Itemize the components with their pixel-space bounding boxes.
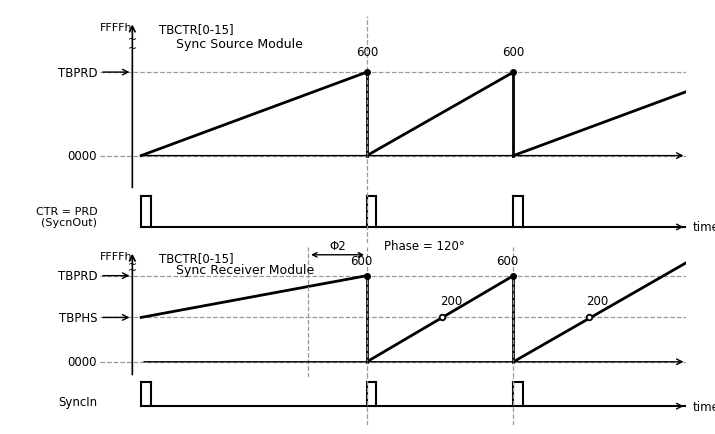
Text: ~: ~	[128, 260, 137, 269]
Text: 600: 600	[350, 254, 372, 267]
Text: CTR = PRD
(SycnOut): CTR = PRD (SycnOut)	[36, 206, 97, 228]
Text: time: time	[692, 221, 715, 234]
Text: SyncIn: SyncIn	[58, 395, 97, 408]
Text: TBPHS: TBPHS	[59, 311, 97, 324]
Text: 600: 600	[496, 254, 518, 267]
Text: 600: 600	[503, 46, 525, 59]
Text: TBPRD: TBPRD	[57, 270, 97, 283]
Text: ~: ~	[128, 266, 137, 276]
Text: FFFFh: FFFFh	[100, 251, 133, 261]
Text: 200: 200	[586, 294, 609, 307]
Text: Sync Receiver Module: Sync Receiver Module	[177, 263, 315, 276]
Text: TBCTR[0-15]: TBCTR[0-15]	[159, 251, 233, 264]
Text: ~: ~	[128, 35, 137, 45]
Text: Phase = 120°: Phase = 120°	[385, 240, 465, 253]
Text: ~: ~	[128, 44, 137, 53]
Text: Sync Source Module: Sync Source Module	[177, 38, 303, 51]
Text: 0000: 0000	[68, 150, 97, 163]
Text: TBPRD: TBPRD	[57, 66, 97, 79]
Text: FFFFh: FFFFh	[100, 23, 133, 33]
Text: 0000: 0000	[68, 355, 97, 368]
Text: TBCTR[0-15]: TBCTR[0-15]	[159, 23, 233, 36]
Text: Φ2: Φ2	[329, 240, 346, 253]
Text: 600: 600	[356, 46, 378, 59]
Text: 200: 200	[440, 294, 463, 307]
Text: time: time	[692, 400, 715, 413]
